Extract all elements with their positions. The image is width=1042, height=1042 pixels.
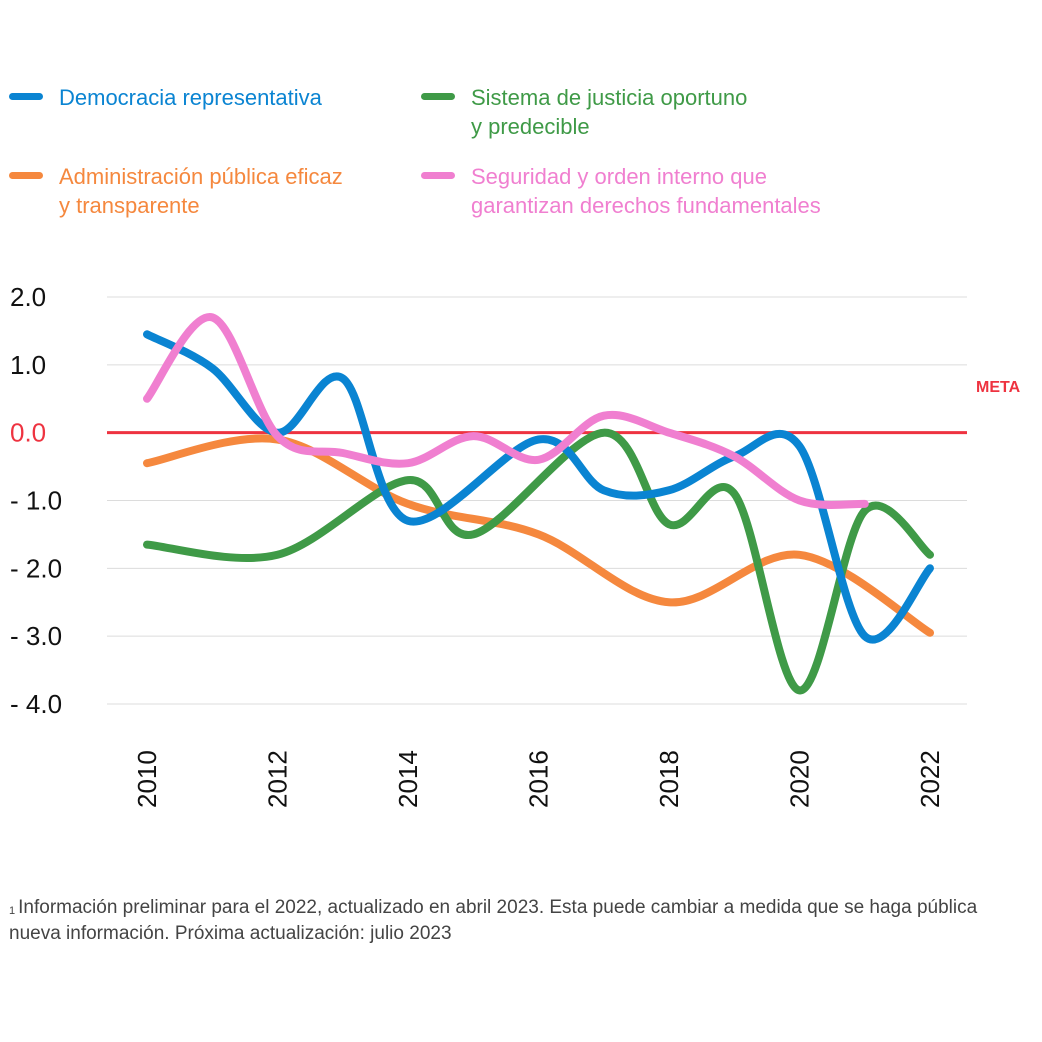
y-tick-label: - 3.0	[10, 621, 62, 651]
x-tick-label: 2020	[785, 750, 815, 808]
series-line-4	[143, 313, 869, 509]
legend-item-seguridad: Seguridad y orden interno que garantizan…	[421, 162, 821, 220]
x-tick-label: 2016	[524, 750, 554, 808]
x-tick-label: 2022	[915, 750, 945, 808]
line-chart: 2.01.00.0- 1.0- 2.0- 3.0- 4.0 2010 2012 20…	[10, 282, 1021, 808]
y-tick-label: - 1.0	[10, 486, 62, 516]
legend-item-justicia: Sistema de justicia oportuno y predecibl…	[421, 83, 747, 141]
legend-swatch-seguridad	[421, 172, 455, 179]
legend-label-democracia: Democracia representativa	[59, 85, 322, 110]
legend-item-administracion: Administración pública eficaz y transpar…	[9, 162, 343, 220]
x-axis-tick-labels: 2010 2012 2014 2016 2018 2020 2022	[132, 750, 945, 808]
legend-label-justicia: Sistema de justicia oportuno y predecibl…	[471, 85, 748, 139]
meta-reference: META	[107, 379, 1021, 435]
legend-label-seguridad: Seguridad y orden interno que garantizan…	[471, 164, 821, 218]
x-tick-label: 2012	[263, 750, 293, 808]
y-tick-label: - 2.0	[10, 553, 62, 583]
x-tick-label: 2014	[393, 750, 423, 808]
legend-swatch-democracia	[9, 93, 43, 100]
legend-swatch-administracion	[9, 172, 43, 179]
series-line-3	[143, 330, 934, 644]
y-tick-label: 1.0	[10, 350, 46, 380]
legend-item-democracia: Democracia representativa	[9, 83, 322, 112]
x-tick-label: 2018	[654, 750, 684, 808]
y-tick-label: - 4.0	[10, 689, 62, 719]
footnote-marker: 1	[9, 905, 16, 917]
y-tick-label: 2.0	[10, 282, 46, 312]
legend-swatch-justicia	[421, 93, 455, 100]
y-axis-tick-labels: 2.0 1.0 0.0 - 1.0 - 2.0 - 3.0 - 4.0	[10, 282, 62, 719]
series-line-2	[143, 428, 934, 695]
x-tick-label: 2010	[132, 750, 162, 808]
y-tick-label: 0.0	[10, 418, 46, 448]
legend-label-administracion: Administración pública eficaz y transpar…	[59, 164, 343, 218]
footnote: 1 Información preliminar para el 2022, ac…	[9, 895, 999, 947]
meta-label: META	[976, 379, 1021, 396]
series-lines	[143, 313, 934, 695]
footnote-text: Información preliminar para el 2022, act…	[9, 897, 978, 944]
